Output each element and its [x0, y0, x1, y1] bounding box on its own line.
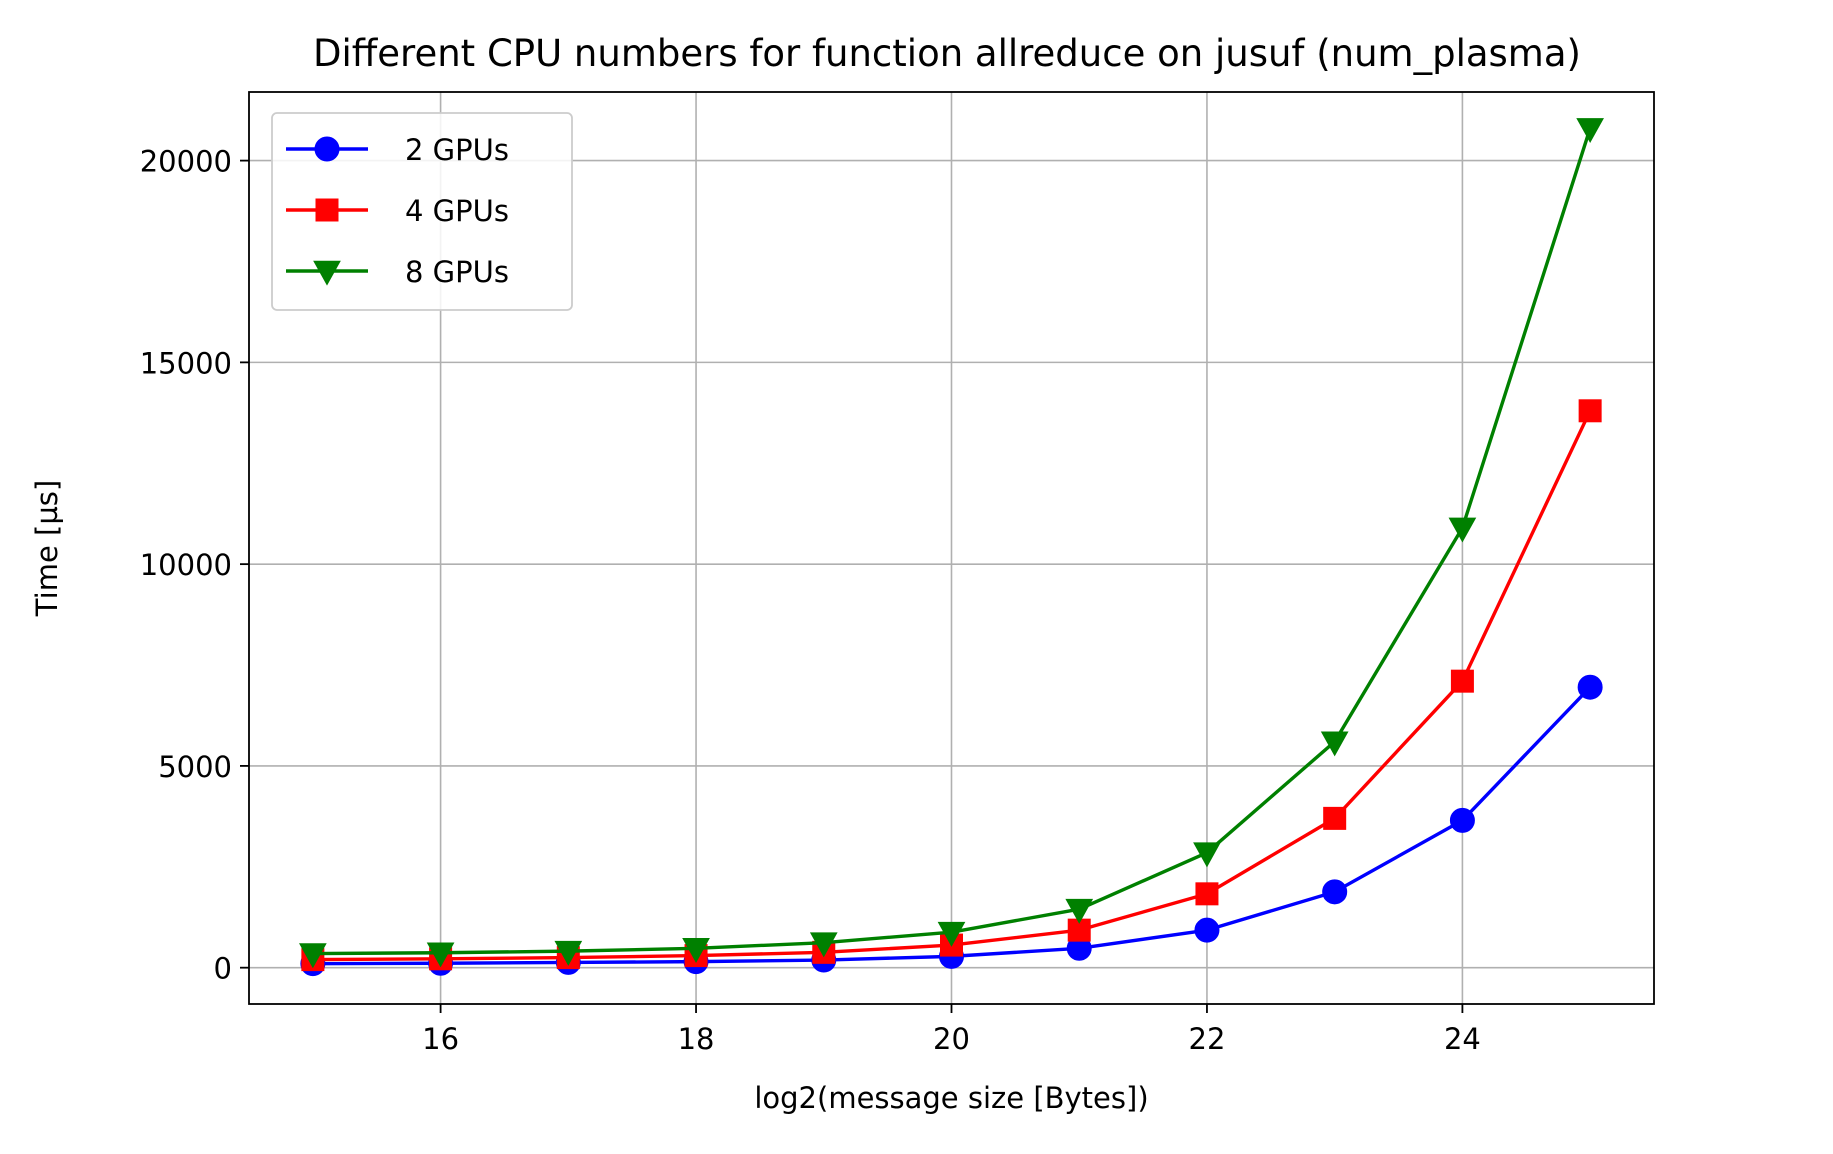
- x-tick-label: 24: [1444, 1022, 1481, 1056]
- y-tick-label: 10000: [140, 548, 232, 582]
- legend-label: 4 GPUs: [405, 194, 509, 228]
- x-tick-label: 22: [1189, 1022, 1226, 1056]
- chart-title: Different CPU numbers for function allre…: [313, 32, 1581, 75]
- data-point: [1195, 882, 1219, 906]
- data-point: [1448, 517, 1477, 543]
- legend-label: 8 GPUs: [405, 255, 509, 289]
- legend-marker: [314, 136, 340, 162]
- data-point: [937, 921, 966, 947]
- data-point: [1577, 674, 1603, 700]
- data-point: [1578, 399, 1602, 423]
- data-point: [1193, 842, 1221, 868]
- legend-label: 2 GPUs: [405, 133, 509, 167]
- legend: 2 GPUs 4 GPUs 8 GPUs: [271, 112, 573, 311]
- data-point: [1065, 898, 1094, 924]
- data-point: [1576, 118, 1604, 143]
- legend-item: 2 GPUs: [286, 133, 509, 167]
- legend-marker: [315, 198, 339, 222]
- data-point: [426, 942, 455, 968]
- data-point: [1322, 879, 1348, 905]
- data-point: [1194, 917, 1220, 943]
- series-3: [299, 118, 1604, 969]
- legend-item: 8 GPUs: [286, 255, 509, 289]
- y-tick-label: 0: [214, 952, 232, 986]
- data-point: [1450, 669, 1474, 693]
- x-tick-label: 18: [678, 1022, 715, 1056]
- data-point: [1323, 806, 1347, 830]
- data-point: [809, 932, 838, 958]
- data-point: [299, 943, 327, 969]
- legend-marker: [313, 260, 341, 286]
- legend-box: [271, 112, 573, 311]
- y-tick-label: 15000: [140, 346, 232, 380]
- data-point: [554, 940, 583, 966]
- legend-item: 4 GPUs: [286, 194, 509, 228]
- x-axis-label: log2(message size [Bytes]): [754, 1081, 1148, 1115]
- y-tick-label: 20000: [140, 145, 232, 179]
- series-layer: [299, 118, 1604, 977]
- axis-ticks: 16 18 20 22 24 0 5000 10000 15000 20000: [140, 145, 1481, 1056]
- x-tick-label: 20: [933, 1022, 970, 1056]
- data-point: [682, 938, 710, 963]
- x-tick-label: 16: [422, 1022, 459, 1056]
- data-point: [1449, 807, 1475, 833]
- y-axis-label: Time [µs]: [30, 480, 64, 617]
- y-tick-label: 5000: [158, 750, 232, 784]
- data-point: [1320, 731, 1349, 757]
